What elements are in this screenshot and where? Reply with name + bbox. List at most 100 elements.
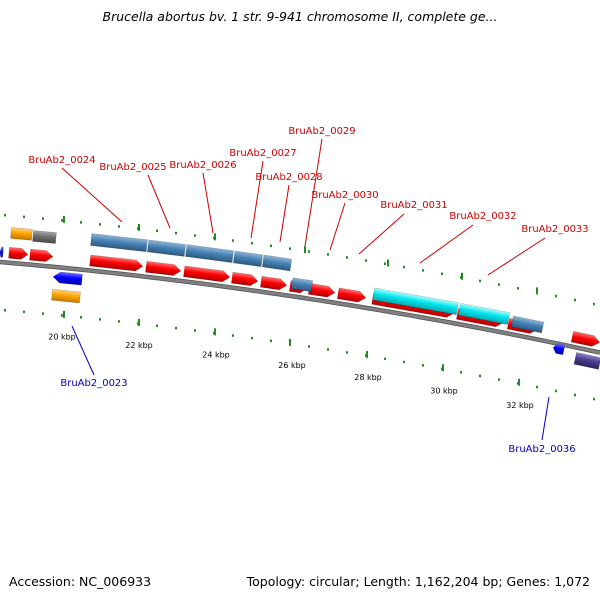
cds-cyan (372, 287, 459, 315)
leader-line (358, 213, 405, 255)
outer-tick (42, 217, 44, 220)
inner-tick-major (214, 328, 216, 336)
inner-tick (194, 329, 196, 332)
outer-tick-major (536, 287, 538, 295)
outer-tick (479, 279, 481, 283)
inner-tick (593, 397, 595, 401)
gene-label: BruAb2_0026 (169, 160, 236, 171)
accession-text: Accession: NC_006933 (9, 574, 152, 589)
cds-forward-red (29, 248, 54, 262)
inner-tick (346, 351, 348, 354)
gene-label: BruAb2_0031 (380, 200, 447, 211)
inner-tick-major (138, 318, 140, 326)
outer-tick-major (387, 259, 389, 267)
inner-tick (4, 308, 6, 312)
outer-tick-major (63, 215, 65, 223)
cds-forward-red-shape (8, 246, 29, 260)
outer-tick-major (214, 233, 216, 241)
genome-summary-text: Topology: circular; Length: 1,162,204 bp… (246, 574, 590, 589)
inner-tick (536, 385, 538, 389)
outer-tick (593, 302, 595, 306)
cds-forward-red (231, 271, 259, 287)
gene-label: BruAb2_0033 (521, 224, 588, 235)
cds-orange (51, 288, 81, 304)
cds-forward-red (260, 275, 288, 291)
gene-label: BruAb2_0030 (311, 190, 378, 201)
cds-forward-red-shape (231, 271, 259, 287)
cds-forward-red-shape (336, 287, 367, 303)
inner-tick (574, 393, 576, 397)
cds-steel-shape (232, 250, 264, 268)
outer-tick (327, 253, 329, 256)
outer-tick (4, 213, 6, 217)
cds-steel-shape (185, 244, 234, 263)
cds-steel (261, 254, 293, 272)
backbone-shadow (0, 259, 600, 355)
cds-steel (185, 244, 234, 263)
inner-tick (251, 336, 253, 340)
inner-tick (175, 326, 177, 330)
outer-tick (517, 287, 519, 290)
inner-tick (80, 316, 82, 319)
cds-reverse-blue-shape (552, 343, 566, 356)
cds-steel-shape (90, 233, 148, 253)
outer-tick (308, 250, 310, 253)
cds-gray (32, 230, 57, 244)
cds-forward-red-shape (145, 260, 182, 276)
outer-tick (289, 247, 291, 250)
cds-reverse-blue (552, 343, 566, 356)
cds-forward-red-shape (260, 275, 288, 291)
leader-line (329, 202, 346, 251)
inner-tick-major (518, 378, 520, 386)
inner-tick (42, 312, 44, 315)
cds-reverse-blue-shape (52, 271, 83, 286)
cds-steel (232, 250, 264, 268)
leader-line (541, 396, 550, 441)
outer-tick (156, 229, 158, 233)
outer-tick-major (304, 246, 306, 254)
cds-forward-red (145, 260, 182, 276)
gene-label: BruAb2_0029 (288, 126, 355, 137)
outer-tick (384, 262, 386, 266)
cds-forward-red (307, 282, 336, 298)
cds-reverse-blue-shape (0, 246, 4, 258)
leader-line (61, 167, 123, 223)
inner-tick (403, 360, 405, 364)
cds-cyan-shape (457, 302, 511, 325)
gene-label: BruAb2_0032 (449, 211, 516, 222)
backbone (0, 260, 600, 355)
outer-tick (232, 239, 234, 242)
inner-tick (61, 314, 63, 317)
outer-tick (403, 265, 405, 269)
outer-tick (194, 234, 196, 237)
cds-forward-red-shape (183, 265, 231, 283)
scale-label: 32 kbp (506, 401, 534, 410)
gene-label: BruAb2_0024 (28, 155, 95, 166)
inner-tick (308, 345, 310, 348)
inner-tick (555, 389, 557, 393)
gene-label: BruAb2_0025 (99, 162, 166, 173)
inner-tick (479, 374, 481, 378)
outer-tick-major (461, 272, 463, 280)
outer-tick (23, 215, 25, 219)
outer-tick (441, 272, 443, 276)
cds-forward-red (89, 254, 144, 272)
cds-forward-red-shape (29, 248, 54, 262)
cds-forward-red-shape (307, 282, 336, 298)
cds-steel-shape (261, 254, 293, 272)
cds-orange-shape (10, 227, 33, 241)
outer-tick (251, 241, 253, 245)
cds-steel-shape (510, 315, 545, 334)
leader-line (71, 325, 95, 376)
leader-line (304, 138, 323, 247)
inner-tick (232, 334, 234, 337)
inner-tick (270, 339, 272, 343)
outer-tick (574, 298, 576, 302)
outer-tick (270, 244, 272, 248)
cds-forward-red (8, 246, 29, 260)
outer-tick (80, 221, 82, 224)
outer-tick (498, 283, 500, 286)
leader-line (147, 174, 171, 229)
cds-steel-shape (147, 239, 186, 257)
